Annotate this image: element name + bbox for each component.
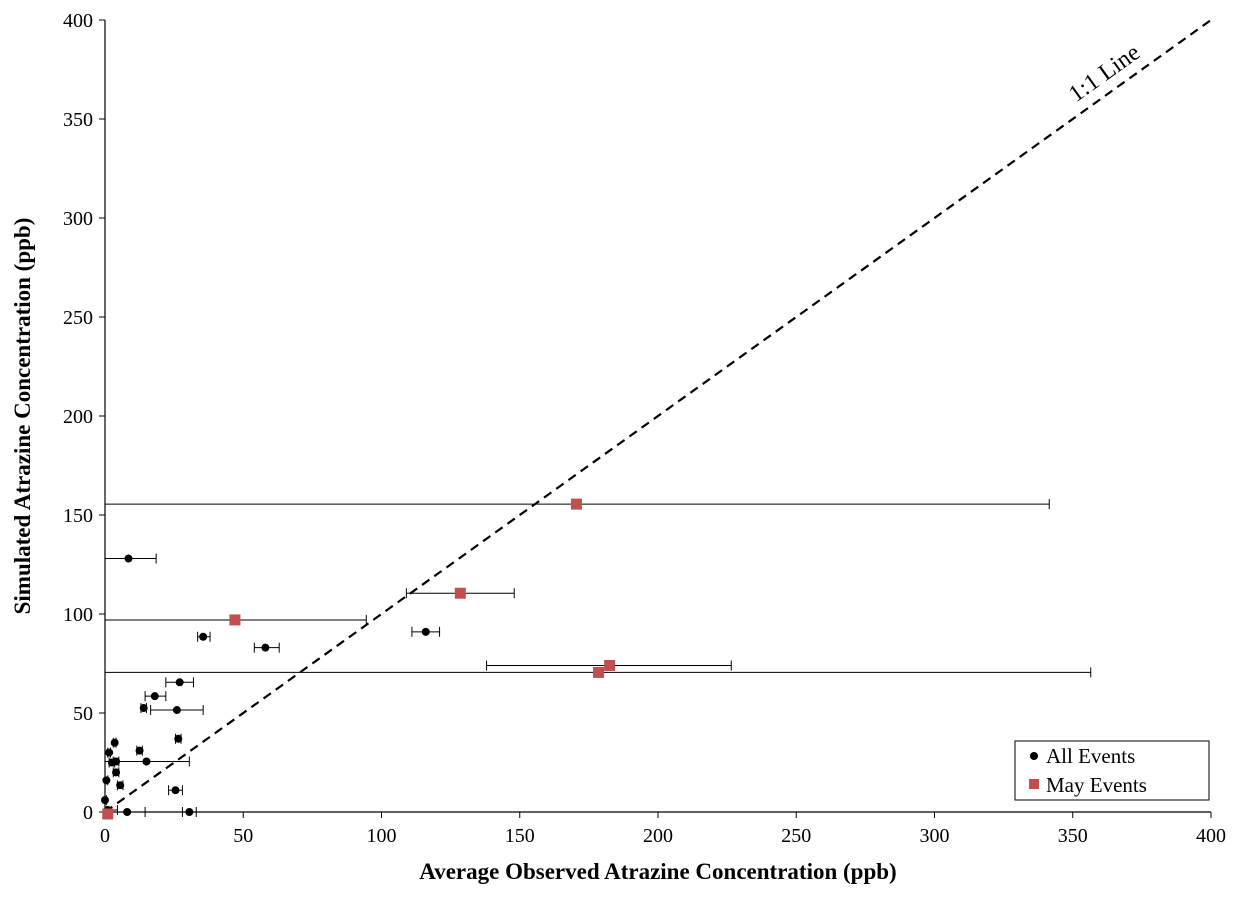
- all-events-point: [175, 678, 184, 687]
- y-tick-label: 200: [63, 406, 93, 428]
- y-tick-label: 300: [63, 208, 93, 230]
- all-events-point: [124, 554, 133, 563]
- legend-may-events-label: May Events: [1046, 773, 1147, 797]
- may-events-point: [102, 808, 114, 820]
- may-events-point: [454, 587, 466, 599]
- error-bars: [104, 499, 1092, 819]
- legend-all-events-marker: [1030, 752, 1038, 760]
- all-events-point: [116, 781, 125, 790]
- all-events-point: [102, 776, 111, 785]
- y-tick-label: 0: [83, 802, 93, 824]
- may-events-point: [593, 666, 605, 678]
- all-events-point: [199, 632, 208, 641]
- y-tick-label: 100: [63, 604, 93, 626]
- all-events-point: [135, 746, 144, 755]
- y-tick-label: 50: [73, 703, 93, 725]
- x-tick-label: 250: [781, 825, 811, 847]
- x-tick-label: 300: [920, 825, 950, 847]
- all-events-point: [142, 757, 151, 766]
- all-events-point: [105, 748, 114, 757]
- may-events-point: [570, 498, 582, 510]
- y-axis-title: Simulated Atrazine Concentration (ppb): [10, 218, 35, 615]
- data-points: [101, 498, 616, 820]
- all-events-point: [185, 808, 194, 816]
- legend-may-events-marker: [1029, 779, 1039, 789]
- all-events-point: [261, 643, 270, 652]
- all-events-point: [171, 786, 180, 795]
- x-tick-label: 100: [367, 825, 397, 847]
- legend-all-events-label: All Events: [1046, 744, 1135, 768]
- all-events-point: [112, 768, 121, 777]
- all-events-point: [421, 627, 430, 636]
- legend-box: [1014, 740, 1210, 801]
- x-tick-label: 400: [1196, 825, 1226, 847]
- x-axis-title: Average Observed Atrazine Concentration …: [419, 859, 896, 884]
- y-tick-label: 250: [63, 307, 93, 329]
- x-tick-label: 350: [1058, 825, 1088, 847]
- x-tick-label: 50: [233, 825, 253, 847]
- one-to-one-line-label: 1:1 Line: [1064, 40, 1145, 108]
- x-tick-label: 0: [100, 825, 110, 847]
- y-tick-label: 350: [63, 109, 93, 131]
- legend: All Events May Events: [1014, 740, 1210, 801]
- all-events-point: [123, 808, 132, 816]
- one-to-one-line: [104, 19, 1212, 813]
- all-events-point: [174, 734, 183, 743]
- x-tick-label: 200: [643, 825, 673, 847]
- all-events-point: [112, 757, 121, 766]
- axes: 0 50 100 150 200 250 300 350 400 0 50 100 150 200 250 3…: [63, 10, 1226, 847]
- all-events-point: [110, 738, 119, 747]
- y-tick-label: 400: [63, 10, 93, 32]
- x-tick-label: 150: [505, 825, 535, 847]
- all-events-point: [172, 706, 181, 715]
- all-events-point: [139, 704, 148, 713]
- all-events-point: [150, 692, 159, 701]
- all-events-point: [101, 796, 109, 805]
- may-events-point: [229, 614, 241, 626]
- y-tick-label: 150: [63, 505, 93, 527]
- may-events-point: [604, 659, 616, 671]
